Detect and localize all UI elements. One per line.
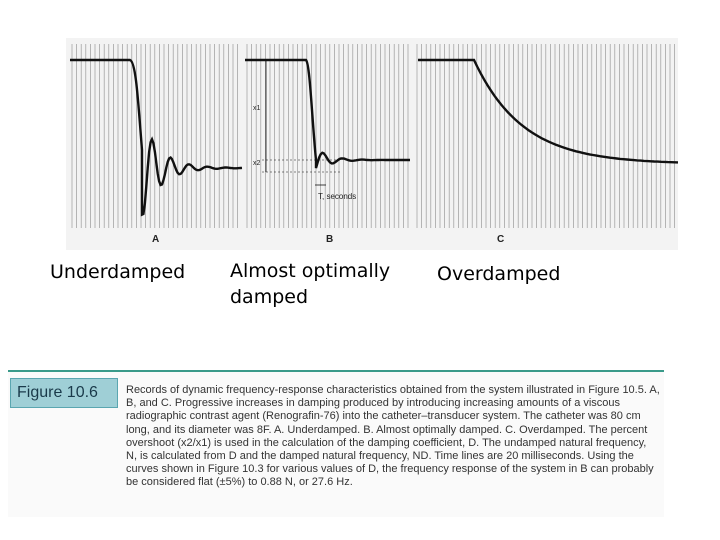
- time-lines: [71, 44, 675, 228]
- figure-number: Figure 10.6: [17, 384, 98, 401]
- figure-background: [66, 38, 678, 250]
- panel-letter-b: B: [326, 234, 334, 245]
- trace-almost-optimal: [245, 58, 410, 169]
- overshoot-markers: [262, 60, 340, 186]
- trace-overdamped: [418, 58, 679, 164]
- label-underdamped: Underdamped: [50, 261, 186, 283]
- frequency-response-figure: [66, 38, 679, 250]
- x1-annotation: x1: [253, 105, 261, 112]
- pressure-traces: [70, 58, 679, 217]
- label-almost-optimally-damped: Almost optimally damped: [230, 260, 391, 308]
- time-annotation: T, seconds: [318, 192, 357, 201]
- label-overdamped: Overdamped: [437, 263, 561, 285]
- x2-annotation: x2: [253, 160, 261, 167]
- figure-caption: Figure 10.6 Records of dynamic frequency…: [8, 370, 664, 517]
- figure-badge: Figure 10.6: [10, 378, 118, 408]
- trace-underdamped: [70, 58, 243, 217]
- panel-letter-c: C: [497, 234, 505, 245]
- panel-letter-a: A: [152, 234, 160, 245]
- caption-text: Records of dynamic frequency-response ch…: [126, 384, 660, 489]
